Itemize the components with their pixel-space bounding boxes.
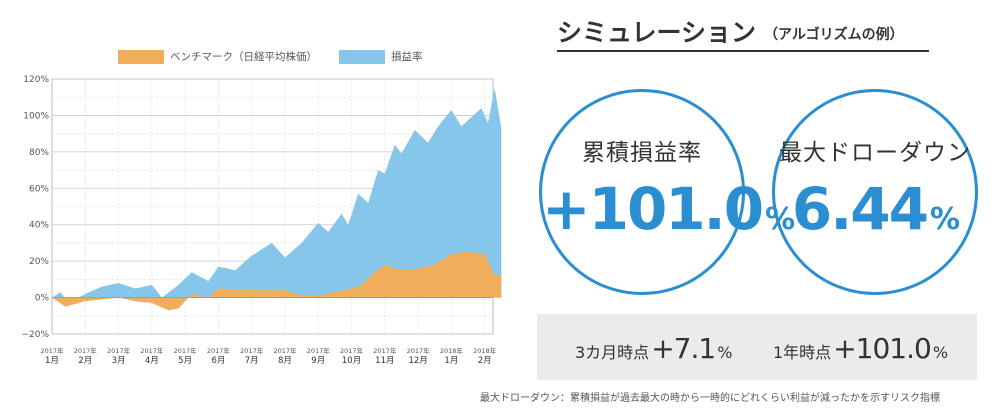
timepoint-results: 3カ月時点 +7.1 % 1年時点 +101.0 %: [537, 314, 977, 380]
one-year-unit: %: [932, 343, 949, 362]
performance-chart: ベンチマーク（日経平均株価） 損益率 −20% 0% 20% 40% 60% 80% 100…: [21, 49, 502, 366]
cumulative-return-number: +101.0: [542, 175, 764, 243]
y-tick-label: −20%: [21, 330, 49, 340]
x-tick-year: 2017年: [107, 346, 131, 355]
x-tick-month: 10月: [342, 356, 361, 366]
max-drawdown-label: 最大ドローダウン: [779, 140, 971, 166]
x-tick-year: 2017年: [373, 346, 397, 355]
three-month-unit: %: [717, 343, 733, 362]
max-drawdown-value: 6.44%: [775, 180, 975, 238]
one-year-value: +101.0: [833, 332, 932, 365]
x-tick-year: 2017年: [407, 346, 431, 355]
max-drawdown-number: 6.44: [791, 175, 929, 243]
benchmark-area: [52, 252, 502, 311]
legend-swatch-return: [339, 49, 385, 64]
x-tick-month: 8月: [278, 356, 292, 366]
drawdown-footnote: 最大ドローダウン：累積損益が過去最大の時から一時的にどれくらい利益が減ったかを示…: [480, 393, 940, 404]
x-tick-year: 2018年: [440, 346, 464, 355]
y-tick-label: 20%: [29, 257, 49, 267]
y-tick-label: 0%: [35, 294, 50, 304]
x-tick-month: 6月: [211, 356, 225, 366]
x-tick-month: 3月: [112, 356, 126, 366]
x-tick-year: 2017年: [74, 346, 98, 355]
x-tick-month: 2月: [478, 356, 492, 366]
x-tick-year: 2017年: [174, 346, 198, 355]
x-tick-month: 4月: [145, 356, 159, 366]
simulation-header: シミュレーション （アルゴリズムの例）: [557, 12, 929, 52]
x-tick-month: 12月: [408, 356, 427, 366]
x-tick-year: 2017年: [140, 346, 164, 355]
one-year-label: 1年時点: [773, 343, 832, 362]
x-tick-year: 2017年: [207, 346, 231, 355]
x-tick-month: 1月: [444, 356, 458, 366]
x-tick-year: 2017年: [40, 346, 64, 355]
three-month-result: 3カ月時点 +7.1 %: [575, 332, 732, 365]
y-tick-label: 100%: [23, 111, 49, 121]
x-tick-year: 2018年: [473, 346, 497, 355]
legend-label-benchmark: ベンチマーク（日経平均株価）: [170, 51, 317, 63]
chart-legend: ベンチマーク（日経平均株価） 損益率: [118, 49, 445, 64]
max-drawdown-circle: 最大ドローダウン 6.44%: [772, 89, 978, 295]
legend-item-benchmark: ベンチマーク（日経平均株価）: [118, 49, 317, 64]
x-tick-month: 2月: [78, 356, 92, 366]
y-tick-label: 40%: [29, 221, 49, 231]
x-tick-month: 1月: [45, 356, 59, 366]
one-year-result: 1年時点 +101.0 %: [773, 332, 948, 365]
x-tick-year: 2017年: [307, 346, 331, 355]
cumulative-return-circle: 累積損益率 +101.0%: [539, 89, 795, 295]
y-tick-label: 60%: [29, 184, 49, 194]
three-month-label: 3カ月時点: [575, 343, 650, 362]
simulation-subtitle: （アルゴリズムの例）: [764, 27, 904, 43]
legend-item-return: 損益率: [339, 49, 423, 64]
return-area: [52, 88, 502, 304]
legend-swatch-benchmark: [118, 49, 164, 64]
x-tick-month: 9月: [311, 356, 325, 366]
chart-plot: −20%0%20%40%60%80%100%120%2017年1月2017年2月…: [21, 75, 502, 366]
x-tick-year: 2017年: [340, 346, 364, 355]
y-tick-label: 80%: [29, 148, 49, 158]
x-tick-year: 2017年: [273, 346, 297, 355]
x-tick-year: 2017年: [240, 346, 264, 355]
y-tick-label: 120%: [23, 75, 49, 85]
simulation-title: シミュレーション: [557, 18, 757, 47]
cumulative-return-label: 累積損益率: [582, 140, 702, 166]
x-tick-month: 7月: [245, 356, 259, 366]
legend-label-return: 損益率: [391, 51, 423, 63]
x-tick-month: 11月: [375, 356, 394, 366]
max-drawdown-unit: %: [930, 202, 960, 237]
x-tick-month: 5月: [178, 356, 192, 366]
three-month-value: +7.1: [651, 332, 716, 365]
cumulative-return-value: +101.0%: [542, 180, 795, 238]
